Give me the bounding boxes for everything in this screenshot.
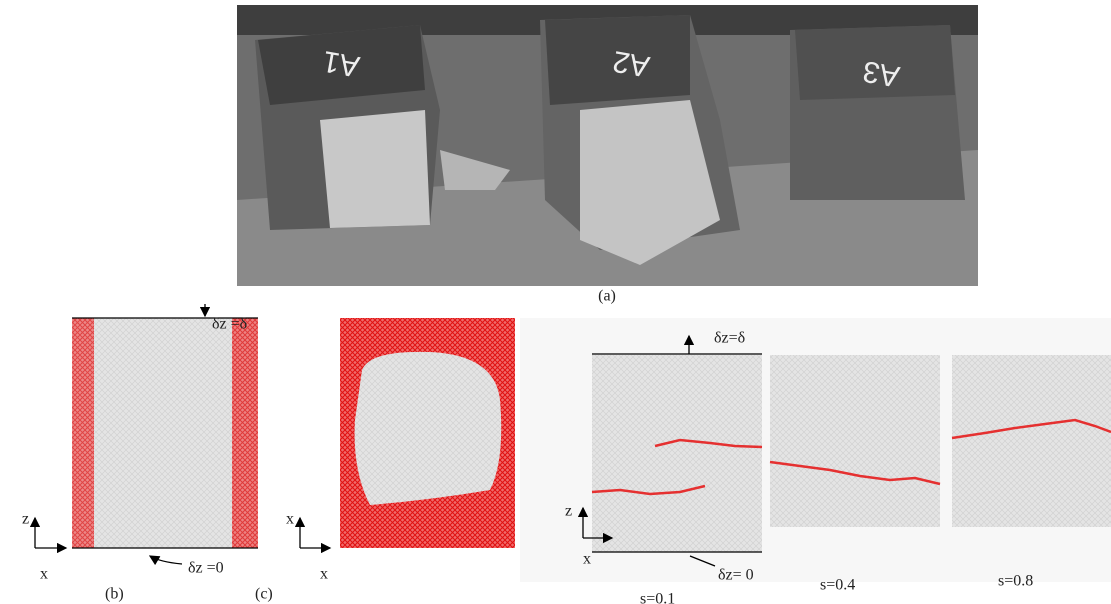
sim-b bbox=[35, 304, 258, 564]
step-label: s=0.1 bbox=[640, 591, 675, 604]
sim-d bbox=[520, 318, 1111, 582]
bc-label: δz=δ bbox=[714, 330, 745, 347]
step-label: s=0.4 bbox=[820, 577, 855, 594]
panel-label: (a) bbox=[598, 288, 616, 305]
axis-label: z bbox=[22, 511, 29, 528]
bc-label: δz= 0 bbox=[718, 567, 754, 584]
axis-label: x bbox=[320, 566, 328, 583]
photo: A1 A2 A3 bbox=[237, 5, 978, 286]
axis-label: x bbox=[583, 551, 591, 568]
panel-label: (b) bbox=[105, 586, 124, 603]
axis-label: x bbox=[286, 511, 294, 528]
bc-label: δz =δ bbox=[212, 316, 247, 333]
panel-label: (c) bbox=[255, 586, 273, 603]
svg-text:A3: A3 bbox=[860, 54, 902, 93]
svg-text:A2: A2 bbox=[610, 44, 652, 83]
step-label: s=0.8 bbox=[998, 573, 1033, 590]
sim-c bbox=[300, 318, 515, 548]
figure: A1 A2 A3 (a) δz =δ δz =0 z x (b) x x (c) bbox=[0, 0, 1111, 604]
bc-label: δz =0 bbox=[188, 560, 224, 577]
axis-label: z bbox=[565, 503, 572, 520]
axis-label: x bbox=[40, 566, 48, 583]
svg-text:A1: A1 bbox=[320, 44, 362, 83]
